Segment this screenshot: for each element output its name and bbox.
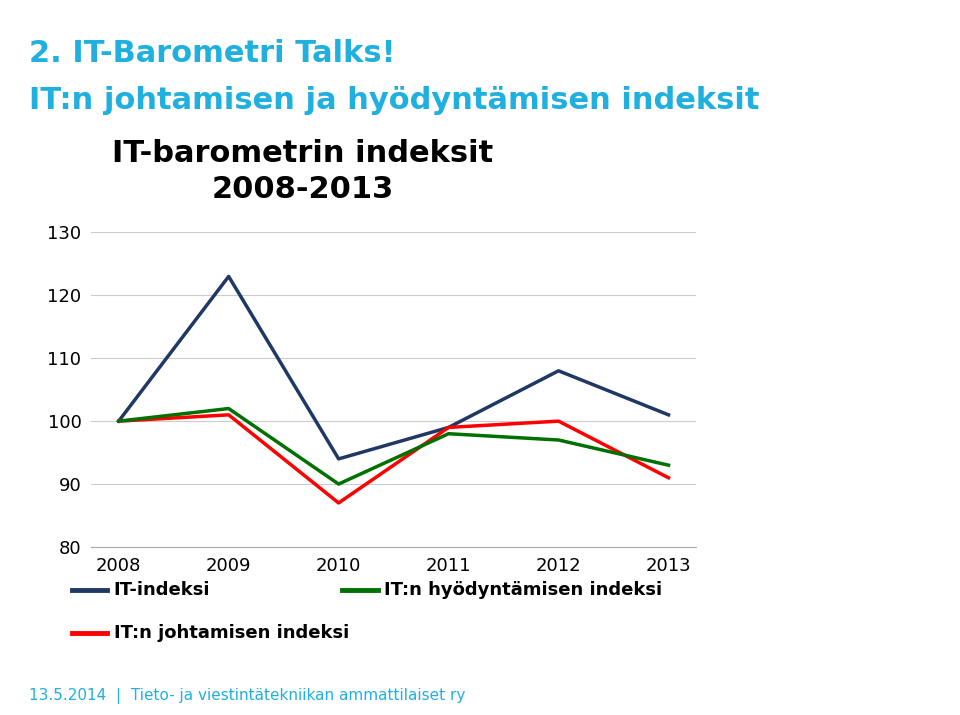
- Text: IT-barometrin indeksit
2008-2013: IT-barometrin indeksit 2008-2013: [112, 139, 493, 204]
- Text: IT:n johtamisen ja hyödyntämisen indeksit: IT:n johtamisen ja hyödyntämisen indeksi…: [29, 86, 759, 115]
- Text: 2. IT-Barometri Talks!: 2. IT-Barometri Talks!: [29, 39, 396, 69]
- Text: IT:n johtamisen indeksi: IT:n johtamisen indeksi: [114, 623, 349, 642]
- Text: IT-indeksi: IT-indeksi: [114, 581, 210, 599]
- Text: 13.5.2014  |  Tieto- ja viestintätekniikan ammattilaiset ry: 13.5.2014 | Tieto- ja viestintätekniikan…: [29, 689, 466, 704]
- Text: IT:n hyödyntämisen indeksi: IT:n hyödyntämisen indeksi: [384, 581, 662, 599]
